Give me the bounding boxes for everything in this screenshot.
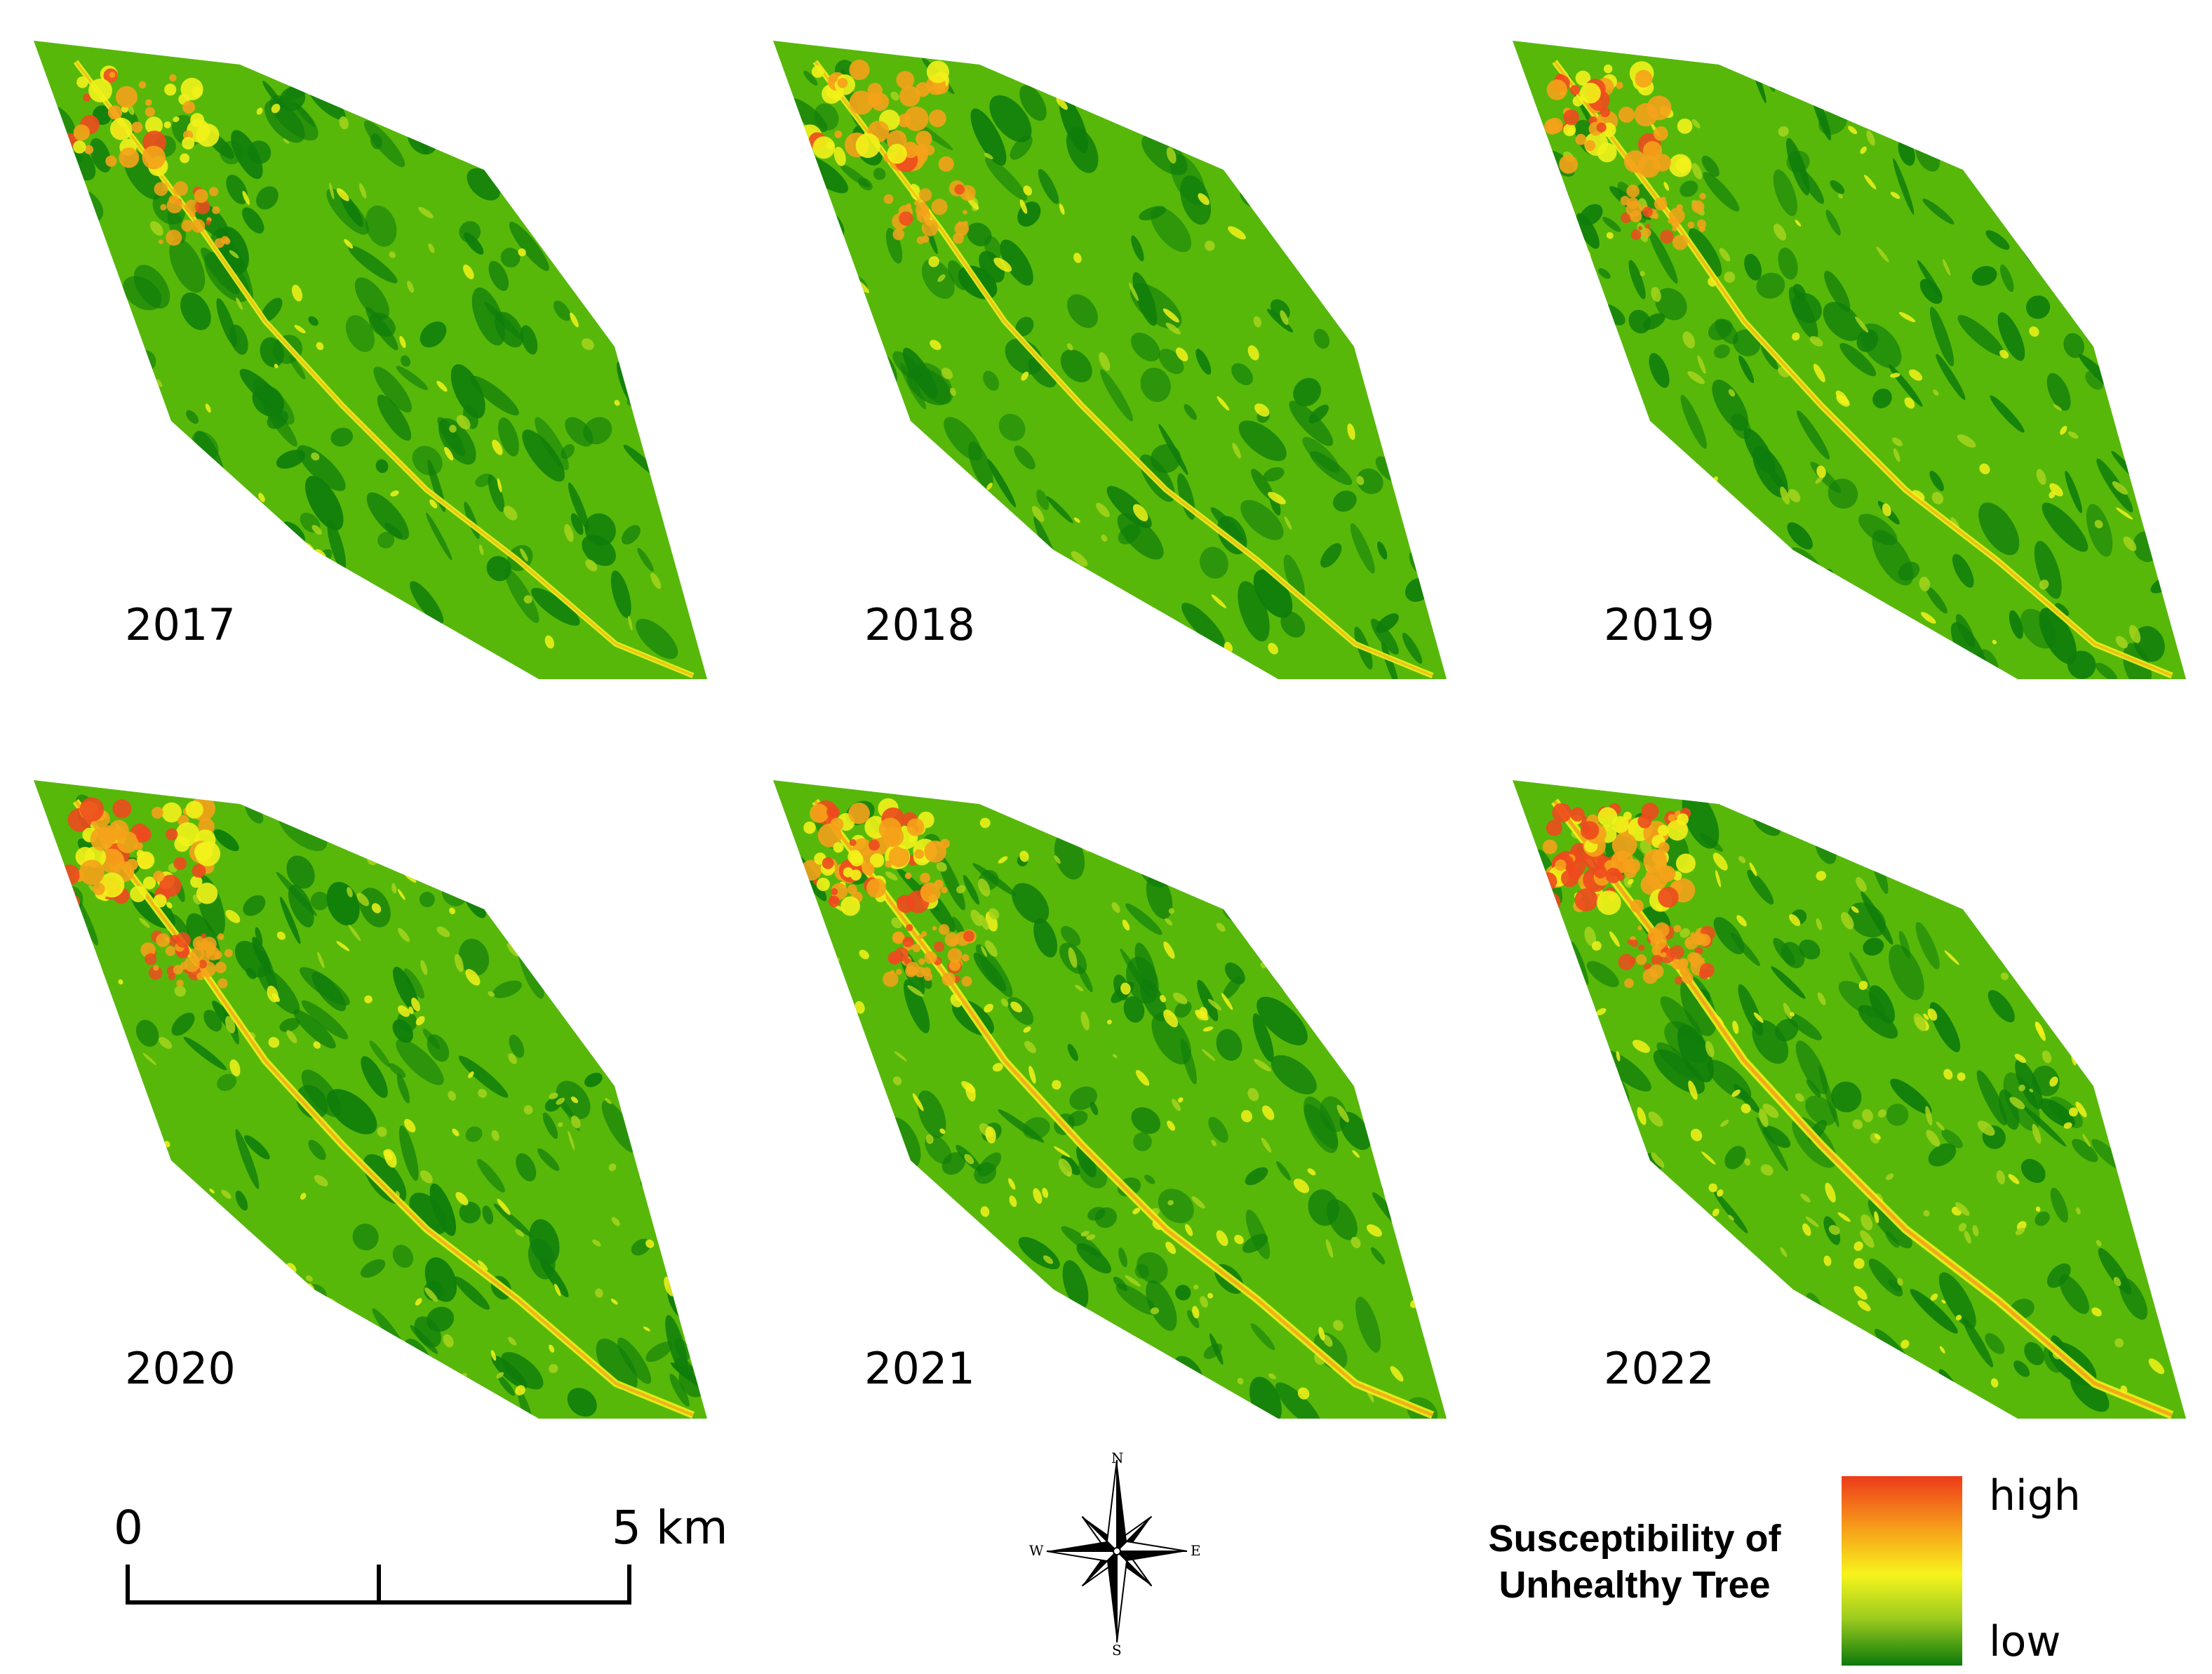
map-panel-2018	[773, 41, 1447, 679]
map-panel-2019	[1513, 41, 2186, 679]
compass-n-label: N	[1111, 1449, 1124, 1466]
legend-high-label: high	[1989, 1471, 2081, 1520]
year-label-2019: 2019	[1604, 599, 1715, 650]
compass-rose-icon	[1046, 1459, 1188, 1643]
map-panel-2022	[1513, 780, 2186, 1419]
year-label-2020: 2020	[125, 1343, 236, 1394]
scale-bar-end-label: 5 km	[612, 1501, 728, 1555]
scale-bar-start-label: 0	[114, 1501, 143, 1555]
scale-bar	[126, 1565, 631, 1605]
map-panel-2021	[773, 780, 1447, 1419]
compass-s-label: S	[1112, 1642, 1122, 1659]
legend-title: Susceptibility of Unhealthy Tree	[1452, 1515, 1817, 1608]
year-label-2018: 2018	[864, 599, 975, 650]
year-label-2021: 2021	[864, 1343, 975, 1394]
legend-color-ramp	[1842, 1476, 1962, 1666]
legend-low-label: low	[1989, 1617, 2061, 1666]
map-panel-2017	[34, 41, 707, 679]
compass-e-label: E	[1191, 1542, 1201, 1559]
map-panel-2020	[34, 780, 707, 1419]
compass-w-label: W	[1029, 1542, 1044, 1559]
year-label-2017: 2017	[125, 599, 236, 650]
legend-title-line1: Susceptibility of	[1488, 1518, 1781, 1560]
legend-title-line2: Unhealthy Tree	[1499, 1564, 1771, 1606]
year-label-2022: 2022	[1604, 1343, 1715, 1394]
